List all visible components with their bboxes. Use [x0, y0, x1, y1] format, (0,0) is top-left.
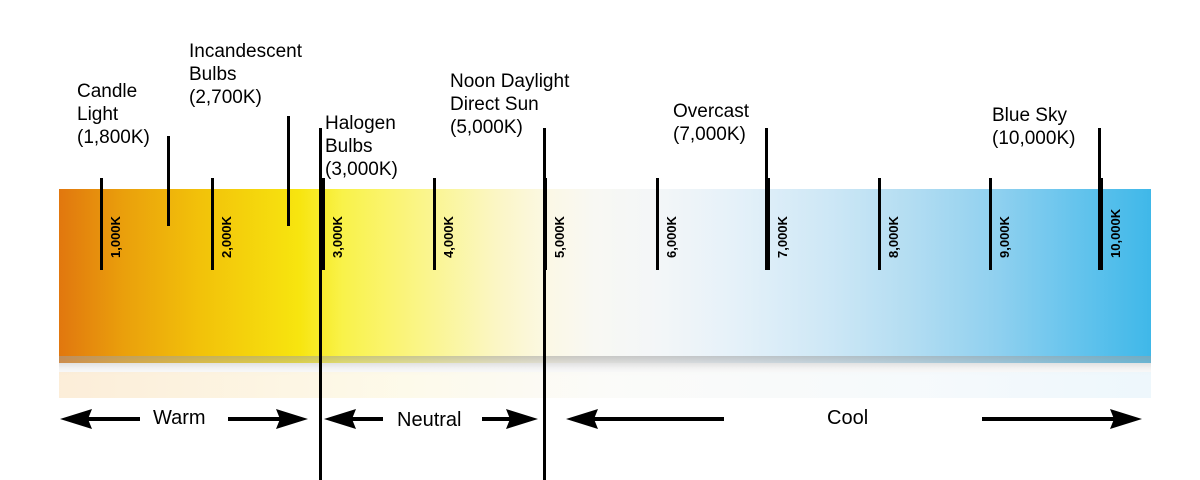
kelvin-tick-7000	[767, 178, 770, 270]
source-label-noon-daylight: Noon Daylight Direct Sun (5,000K)	[450, 71, 570, 138]
warm-left-arrow	[60, 409, 140, 429]
kelvin-tick-2000	[211, 178, 214, 270]
kelvin-tick-6000	[656, 178, 659, 270]
kelvin-tick-10000	[1100, 178, 1103, 270]
incandescent-marker-line	[287, 116, 290, 226]
overcast-marker-line	[765, 128, 768, 270]
blue-sky-marker-line	[1098, 128, 1101, 270]
kelvin-tick-9000	[989, 178, 992, 270]
kelvin-tick-4000	[433, 178, 436, 270]
cool-left-arrow	[566, 409, 724, 429]
warm-neutral-divider	[319, 128, 322, 480]
source-label-halogen: Halogen Bulbs (3,000K)	[325, 113, 398, 180]
spectrum-shadow	[59, 356, 1151, 376]
region-label-neutral: Neutral	[397, 409, 462, 431]
source-label-overcast: Overcast (7,000K)	[673, 101, 750, 145]
region-label-warm: Warm	[153, 407, 206, 429]
neutral-cool-divider	[543, 128, 546, 480]
region-label-cool: Cool	[827, 407, 869, 429]
spectrum-reflection	[59, 372, 1151, 398]
source-label-candle: Candle Light (1,800K)	[77, 81, 150, 148]
cool-right-arrow	[982, 409, 1142, 429]
source-label-incandescent: Incandescent Bulbs (2,700K)	[189, 41, 303, 108]
color-temperature-spectrum	[59, 189, 1151, 363]
candle-marker-line	[167, 136, 170, 226]
kelvin-tick-1000	[100, 178, 103, 270]
kelvin-tick-3000	[322, 178, 325, 270]
neutral-left-arrow	[324, 409, 383, 429]
neutral-right-arrow	[482, 409, 538, 429]
source-label-blue-sky: Blue Sky (10,000K)	[992, 105, 1076, 149]
warm-right-arrow	[228, 409, 308, 429]
kelvin-tick-8000	[878, 178, 881, 270]
